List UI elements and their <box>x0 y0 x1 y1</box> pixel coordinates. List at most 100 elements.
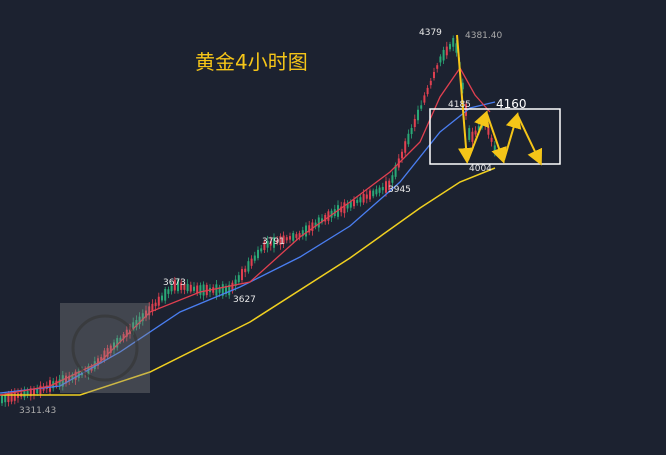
candle-body <box>369 190 371 200</box>
watermark-logo <box>71 314 139 382</box>
candle-body <box>100 357 103 361</box>
candle-body <box>404 141 407 153</box>
candle-body <box>138 316 141 325</box>
candle-body <box>391 175 394 183</box>
candle-body <box>449 44 451 50</box>
watermark <box>60 303 150 393</box>
candle-body <box>285 237 288 241</box>
candle-body <box>74 371 77 380</box>
candle-body <box>241 269 243 281</box>
candle-body <box>410 127 413 135</box>
candle-body <box>173 279 176 291</box>
candle-body <box>164 288 167 301</box>
candle-body <box>4 395 7 403</box>
candle-body <box>202 284 205 296</box>
candle-body <box>10 392 13 402</box>
candle-body <box>465 104 467 116</box>
candle-body <box>151 303 154 312</box>
candle-body <box>471 131 474 142</box>
candle-body <box>180 282 183 290</box>
candle-body <box>77 370 80 379</box>
price-label: 4160 <box>496 97 527 111</box>
candle-body <box>420 105 423 109</box>
candle-body <box>266 240 269 248</box>
candle-body <box>346 203 349 209</box>
candle-body <box>116 338 119 348</box>
candle-body <box>356 199 359 203</box>
candle-body <box>301 230 304 237</box>
candle-body <box>289 236 291 240</box>
candle-body <box>349 201 352 208</box>
candle-body <box>228 284 231 296</box>
candle-body <box>109 345 112 353</box>
candle-body <box>452 38 455 47</box>
candle-body <box>385 181 387 193</box>
candle-body <box>445 46 448 56</box>
candle-body <box>65 375 67 384</box>
candle-body <box>468 128 471 140</box>
candle-body <box>97 358 99 366</box>
candle-body <box>279 236 282 245</box>
price-label: 4381.40 <box>465 31 502 41</box>
chart-title: 黄金4小时图 <box>195 50 308 74</box>
candle-body <box>215 284 218 296</box>
candle-body <box>429 80 432 86</box>
candle-body <box>193 286 195 291</box>
candle-body <box>68 375 71 381</box>
candle-body <box>298 233 301 238</box>
price-label: 3311.43 <box>19 406 56 416</box>
candle-body <box>1 395 3 404</box>
candle-body <box>461 82 464 90</box>
ma-blue <box>0 101 496 394</box>
candle-body <box>119 337 122 342</box>
candle-body <box>13 391 16 401</box>
candle-body <box>477 126 480 131</box>
candle-body <box>167 289 170 294</box>
candle-body <box>170 285 173 292</box>
candle-body <box>353 199 355 207</box>
price-label: 4004 <box>469 164 492 174</box>
candle-body <box>122 334 125 339</box>
candle-body <box>487 125 490 135</box>
candle-body <box>113 342 115 350</box>
candle-body <box>378 187 381 193</box>
candle-body <box>317 217 320 228</box>
candle-body <box>343 202 346 214</box>
candle-body <box>196 285 199 294</box>
candle-body <box>362 193 365 203</box>
candle-body <box>244 268 247 273</box>
candle-body <box>327 211 330 221</box>
candle-body <box>247 261 250 272</box>
candle-body <box>7 393 10 403</box>
candle-body <box>401 151 403 159</box>
ma-yellow <box>0 167 496 396</box>
zigzag-arrows <box>456 34 543 166</box>
candle-body <box>340 206 343 213</box>
candle-body <box>436 65 439 69</box>
candle-body <box>61 375 64 387</box>
candle-body <box>225 285 227 295</box>
candle-body <box>413 118 416 128</box>
candle-body <box>439 56 442 63</box>
candle-body <box>145 310 147 318</box>
candle-body <box>250 258 253 266</box>
candle-body <box>218 287 221 293</box>
candle-body <box>260 248 263 252</box>
price-label: 4379 <box>419 28 442 38</box>
candle-body <box>199 285 202 295</box>
candle-body <box>26 390 29 396</box>
candle-body <box>311 222 314 232</box>
candle-body <box>58 379 61 385</box>
range-box <box>429 108 561 165</box>
candle-body <box>141 313 144 322</box>
ma-red <box>0 66 491 396</box>
candle-body <box>305 225 307 237</box>
candle-body <box>423 95 426 103</box>
candle-body <box>276 239 279 244</box>
candle-body <box>308 225 311 233</box>
candle-body <box>135 320 138 328</box>
candle-body <box>263 241 266 251</box>
price-label: 4185 <box>448 100 471 110</box>
candle-body <box>314 222 317 227</box>
